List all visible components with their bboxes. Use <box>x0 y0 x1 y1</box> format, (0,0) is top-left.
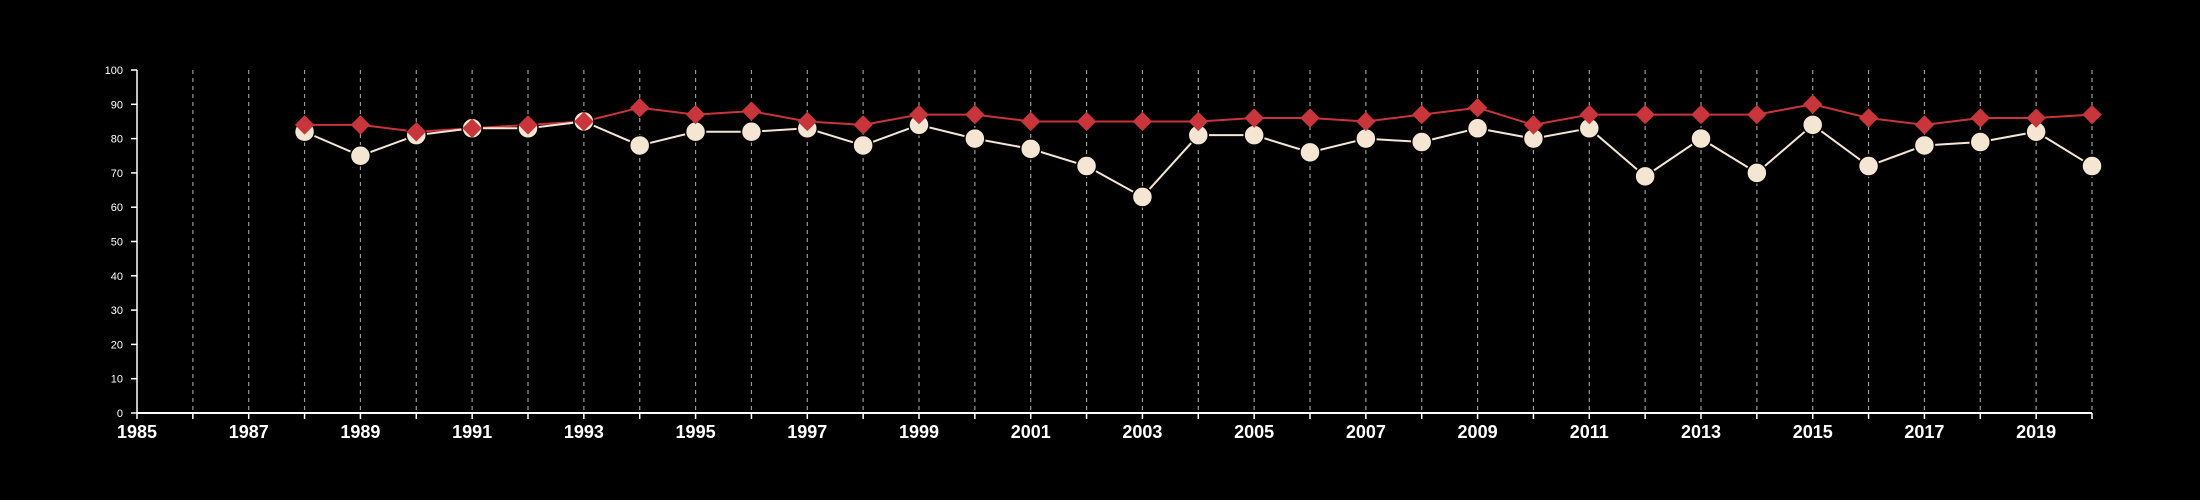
data-point-diamond <box>294 115 315 135</box>
x-tick-label: 1995 <box>676 422 716 442</box>
x-tick-label: 1991 <box>452 422 492 442</box>
data-point-diamond <box>1467 98 1488 118</box>
x-tick-label: 2013 <box>1681 422 1721 442</box>
x-tick-label: 2007 <box>1346 422 1386 442</box>
data-point-diamond <box>574 111 594 132</box>
data-point-diamond <box>2082 104 2102 125</box>
data-point-diamond <box>909 104 929 125</box>
data-point-diamond <box>1579 104 1599 125</box>
x-tick-label: 2011 <box>1570 422 1609 442</box>
series-layer <box>293 94 2103 208</box>
data-point-circle <box>349 145 372 167</box>
data-point-circle <box>1243 124 1265 146</box>
data-point-diamond <box>462 118 482 139</box>
y-tick-label: 0 <box>117 408 123 420</box>
x-tick-label: 1993 <box>564 422 604 442</box>
data-point-diamond <box>1076 111 1097 132</box>
y-tick-label: 60 <box>111 202 123 214</box>
y-tick-label: 40 <box>111 271 123 283</box>
y-tick-label: 90 <box>111 99 123 111</box>
x-tick-label: 2001 <box>1011 422 1051 442</box>
data-point-circle <box>1355 127 1377 150</box>
data-point-diamond <box>1244 108 1264 128</box>
data-point-diamond <box>1691 104 1711 125</box>
data-point-diamond <box>1188 111 1208 132</box>
data-point-circle <box>1969 131 1992 153</box>
data-point-circle <box>740 120 763 143</box>
x-tick-label: 2017 <box>1904 422 1944 442</box>
data-point-diamond <box>630 98 650 118</box>
data-point-diamond <box>741 101 762 121</box>
data-point-circle <box>1746 162 1768 184</box>
data-point-diamond <box>1914 115 1935 135</box>
data-point-circle <box>1801 114 1824 136</box>
data-point-circle <box>1913 134 1936 157</box>
data-point-diamond <box>518 115 538 135</box>
data-point-diamond <box>853 115 873 135</box>
data-point-diamond <box>685 104 706 125</box>
data-point-diamond <box>1300 108 1320 128</box>
x-tick-label: 2015 <box>1793 422 1833 442</box>
y-tick-label: 70 <box>111 168 123 180</box>
data-point-diamond <box>1858 108 1879 128</box>
x-tick-label: 2019 <box>2016 422 2056 442</box>
data-point-circle <box>1690 127 1712 150</box>
data-point-diamond <box>797 111 817 132</box>
data-point-diamond <box>406 122 426 142</box>
data-point-circle <box>1019 138 1042 160</box>
data-point-circle <box>684 120 707 143</box>
data-point-diamond <box>1523 115 1544 135</box>
data-point-circle <box>1466 117 1489 140</box>
data-point-circle <box>1131 186 1154 208</box>
data-point-diamond <box>1970 108 1990 128</box>
data-point-circle <box>2081 155 2103 177</box>
data-point-circle <box>852 134 874 157</box>
y-tick-label: 80 <box>111 134 123 146</box>
y-axis-ticks: 0 10 20 30 40 50 60 70 80 90 100 <box>105 65 137 420</box>
data-point-circle <box>1410 131 1433 153</box>
data-point-circle <box>1857 155 1880 177</box>
data-point-circle <box>1634 165 1656 188</box>
x-tick-label: 2005 <box>1234 422 1274 442</box>
data-point-diamond <box>1132 111 1153 132</box>
data-point-diamond <box>1021 111 1041 132</box>
x-tick-label: 2003 <box>1122 422 1162 442</box>
data-point-circle <box>964 127 986 150</box>
y-tick-label: 50 <box>111 237 123 249</box>
data-point-diamond <box>1803 94 1823 115</box>
data-point-diamond <box>965 104 985 125</box>
y-tick-label: 20 <box>111 339 123 351</box>
x-tick-label: 1985 <box>117 422 157 442</box>
data-point-diamond <box>1635 104 1655 125</box>
x-tick-label: 1989 <box>340 422 380 442</box>
y-tick-label: 100 <box>105 65 123 77</box>
data-point-circle <box>1299 141 1321 164</box>
data-point-diamond <box>1747 104 1767 125</box>
data-point-diamond <box>1356 111 1376 132</box>
x-tick-label: 1987 <box>229 422 269 442</box>
y-tick-label: 30 <box>111 305 123 317</box>
data-point-circle <box>628 134 651 157</box>
x-axis-ticks: 1985 1987 1989 1991 1993 1995 1997 1999 2001 2003… <box>117 413 2093 442</box>
data-point-diamond <box>1412 104 1432 125</box>
x-tick-label: 1999 <box>899 422 939 442</box>
x-tick-label: 1997 <box>787 422 827 442</box>
x-tick-label: 2009 <box>1458 422 1498 442</box>
y-tick-label: 10 <box>111 374 123 386</box>
data-point-circle <box>1075 155 1098 177</box>
data-point-diamond <box>2026 108 2046 128</box>
data-point-diamond <box>350 115 371 135</box>
